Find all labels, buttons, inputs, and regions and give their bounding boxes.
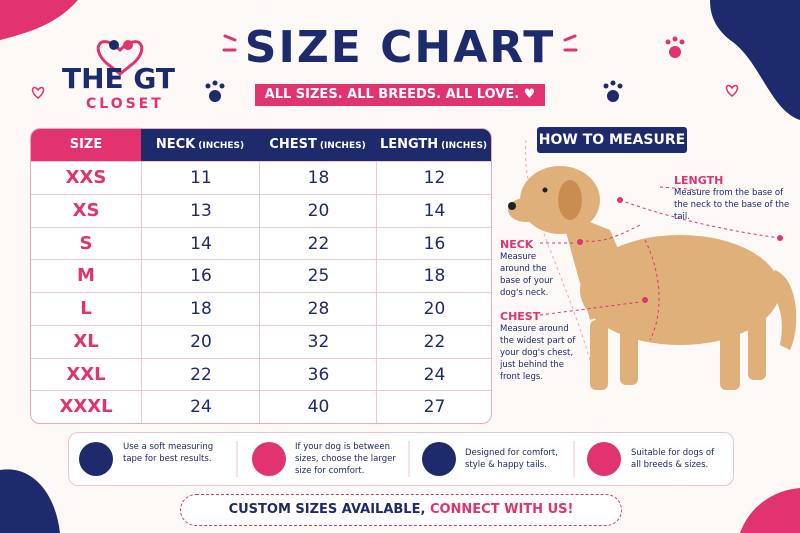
measurement: 36 — [259, 357, 377, 392]
logo: THE GT — [62, 62, 175, 95]
size-label: S — [31, 226, 141, 261]
measurement: 18 — [376, 259, 491, 293]
measurement: 14 — [141, 226, 260, 261]
tip: Suitable for dogs of all breeds & sizes. — [631, 448, 715, 470]
measurement: 20 — [259, 193, 377, 228]
column-header: NECK (INCHES) — [141, 129, 259, 161]
header-unit: (INCHES) — [441, 141, 488, 151]
size-label: XL — [31, 324, 141, 359]
footer: CUSTOM SIZES AVAILABLE, CONNECT WITH US! — [180, 494, 622, 526]
title: SIZE CHART — [244, 22, 556, 73]
measurement: 16 — [376, 226, 491, 261]
column-header: LENGTH (INCHES) — [376, 129, 491, 161]
subtitle: ALL SIZES. ALL BREEDS. ALL LOVE. ♥ — [255, 84, 545, 106]
logo-subtext: CLOSET — [86, 96, 164, 112]
measurement: 12 — [376, 161, 491, 195]
header-unit: (INCHES) — [319, 141, 366, 151]
measurement: 22 — [376, 324, 491, 359]
header-label: NECK — [155, 137, 196, 152]
measure-text: Measure around the widest part of your d… — [500, 324, 576, 382]
logo-text: THE — [62, 62, 124, 95]
measurement: 20 — [376, 292, 491, 326]
measurement: 25 — [259, 259, 377, 293]
tip: Designed for comfort, style & happy tail… — [465, 448, 558, 470]
size-label: M — [31, 259, 141, 293]
size-label: L — [31, 292, 141, 326]
size-table: SIZE NECK (INCHES) CHEST (INCHES) LENGTH (INCH… — [30, 128, 492, 424]
measurement: 18 — [259, 161, 377, 195]
footer-link[interactable]: CONNECT WITH US! — [429, 502, 574, 517]
size-label: XXS — [31, 161, 141, 195]
measure-label: CHEST — [500, 310, 541, 323]
measure-text: Measure around the base of your dog's ne… — [500, 252, 553, 298]
subtitle-text: ALL SIZES. ALL BREEDS. ALL LOVE. — [264, 87, 520, 102]
column-header: CHEST (INCHES) — [259, 129, 376, 161]
measurement: 40 — [259, 390, 377, 423]
measure-label: LENGTH — [674, 174, 724, 187]
header-label: SIZE — [69, 137, 103, 152]
measure-title: HOW TO MEASURE — [537, 127, 687, 153]
measurement: 14 — [376, 193, 491, 228]
measure-label: NECK — [500, 238, 534, 251]
measurement: 24 — [376, 357, 491, 392]
measurement: 11 — [141, 161, 260, 195]
tips-bar: Use a soft measuring tape for best resul… — [68, 432, 734, 486]
measurement: 20 — [141, 324, 260, 359]
measurement: 18 — [141, 292, 260, 326]
tip-icons — [79, 441, 621, 477]
logo-text: GT — [133, 62, 176, 95]
footer-text: CUSTOM SIZES AVAILABLE, — [228, 502, 426, 517]
tip: If your dog is between sizes, choose the… — [295, 442, 396, 476]
header-unit: (INCHES) — [198, 141, 245, 151]
measurement: 27 — [376, 390, 491, 423]
measure-item: NECK Measure around the base of your dog… — [500, 238, 568, 299]
size-label: XXL — [31, 357, 141, 392]
column-header: SIZE — [31, 129, 141, 161]
measurement: 24 — [141, 390, 260, 423]
measurement: 16 — [141, 259, 260, 293]
measurement: 32 — [259, 324, 377, 359]
measurement: 13 — [141, 193, 260, 228]
header-label: CHEST — [269, 137, 317, 152]
size-label: XXXL — [31, 390, 141, 423]
measure-text: Measure from the base of the neck to the… — [674, 188, 790, 222]
measurement: 28 — [259, 292, 377, 326]
size-label: XS — [31, 193, 141, 228]
measure-item: CHEST Measure around the widest part of … — [500, 310, 576, 383]
header-label: LENGTH — [379, 137, 439, 152]
measure-item: LENGTH Measure from the base of the neck… — [674, 174, 794, 223]
measurement: 22 — [141, 357, 260, 392]
tip: Use a soft measuring tape for best resul… — [123, 442, 214, 464]
measurement: 22 — [259, 226, 377, 261]
